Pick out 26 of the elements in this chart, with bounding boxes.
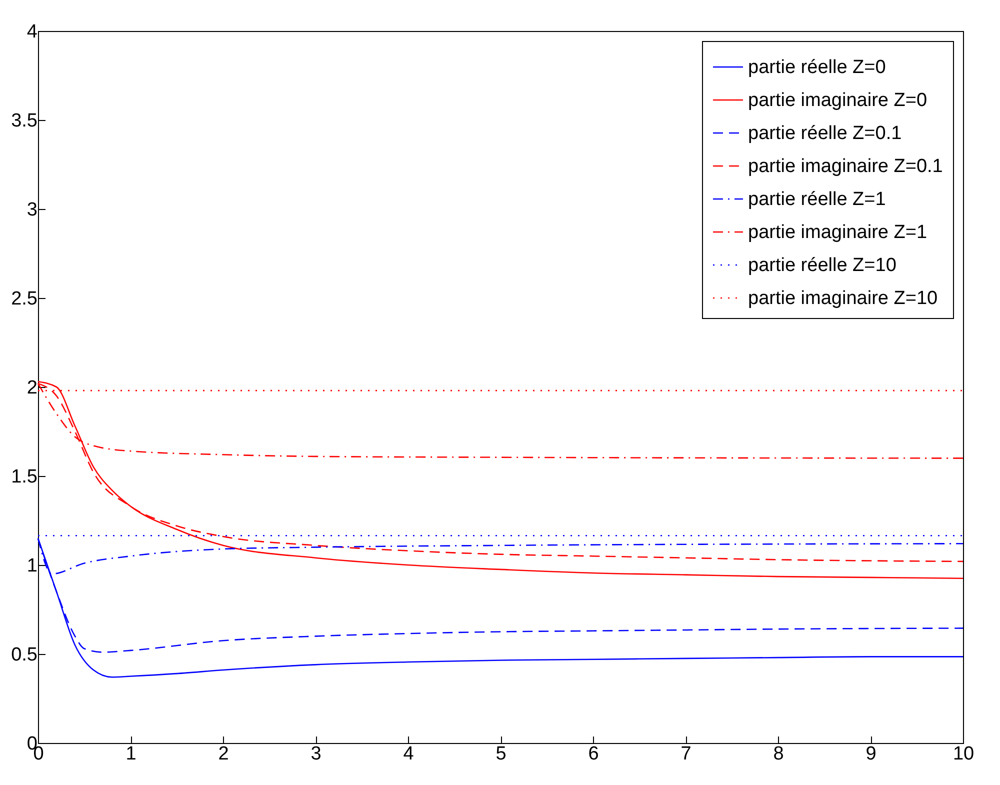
legend-label: partie réelle Z=1 — [748, 189, 886, 210]
x-tick-label: 7 — [680, 744, 692, 764]
y-tick-label: 1.5 — [11, 466, 38, 488]
y-tick-label: 2 — [26, 378, 38, 398]
x-tick-label: 1 — [126, 744, 136, 764]
x-tick-label: 8 — [773, 744, 784, 764]
legend-label: partie imaginaire Z=0.1 — [748, 156, 943, 177]
x-tick-label: 3 — [310, 744, 322, 764]
legend-label: partie imaginaire Z=10 — [748, 288, 938, 309]
x-tick-label: 6 — [588, 744, 599, 764]
x-tick-label: 4 — [403, 744, 414, 764]
x-tick-label: 5 — [496, 744, 506, 764]
legend-label: partie imaginaire Z=1 — [748, 222, 928, 243]
y-tick-label: 3 — [26, 200, 38, 220]
legend-label: partie réelle Z=0 — [748, 57, 886, 78]
y-tick-label: 1 — [26, 556, 38, 576]
x-tick-label: 9 — [866, 744, 876, 764]
y-tick-label: 0.5 — [11, 644, 38, 666]
legend-label: partie réelle Z=10 — [748, 255, 896, 276]
y-tick-label: 4 — [26, 22, 38, 42]
y-tick-label: 2.5 — [11, 288, 38, 310]
legend-label: partie réelle Z=0.1 — [748, 123, 902, 144]
y-tick-label: 3.5 — [11, 110, 38, 132]
x-tick-label: 10 — [952, 744, 974, 764]
x-tick-label: 2 — [218, 744, 229, 764]
legend-label: partie imaginaire Z=0 — [748, 90, 928, 111]
